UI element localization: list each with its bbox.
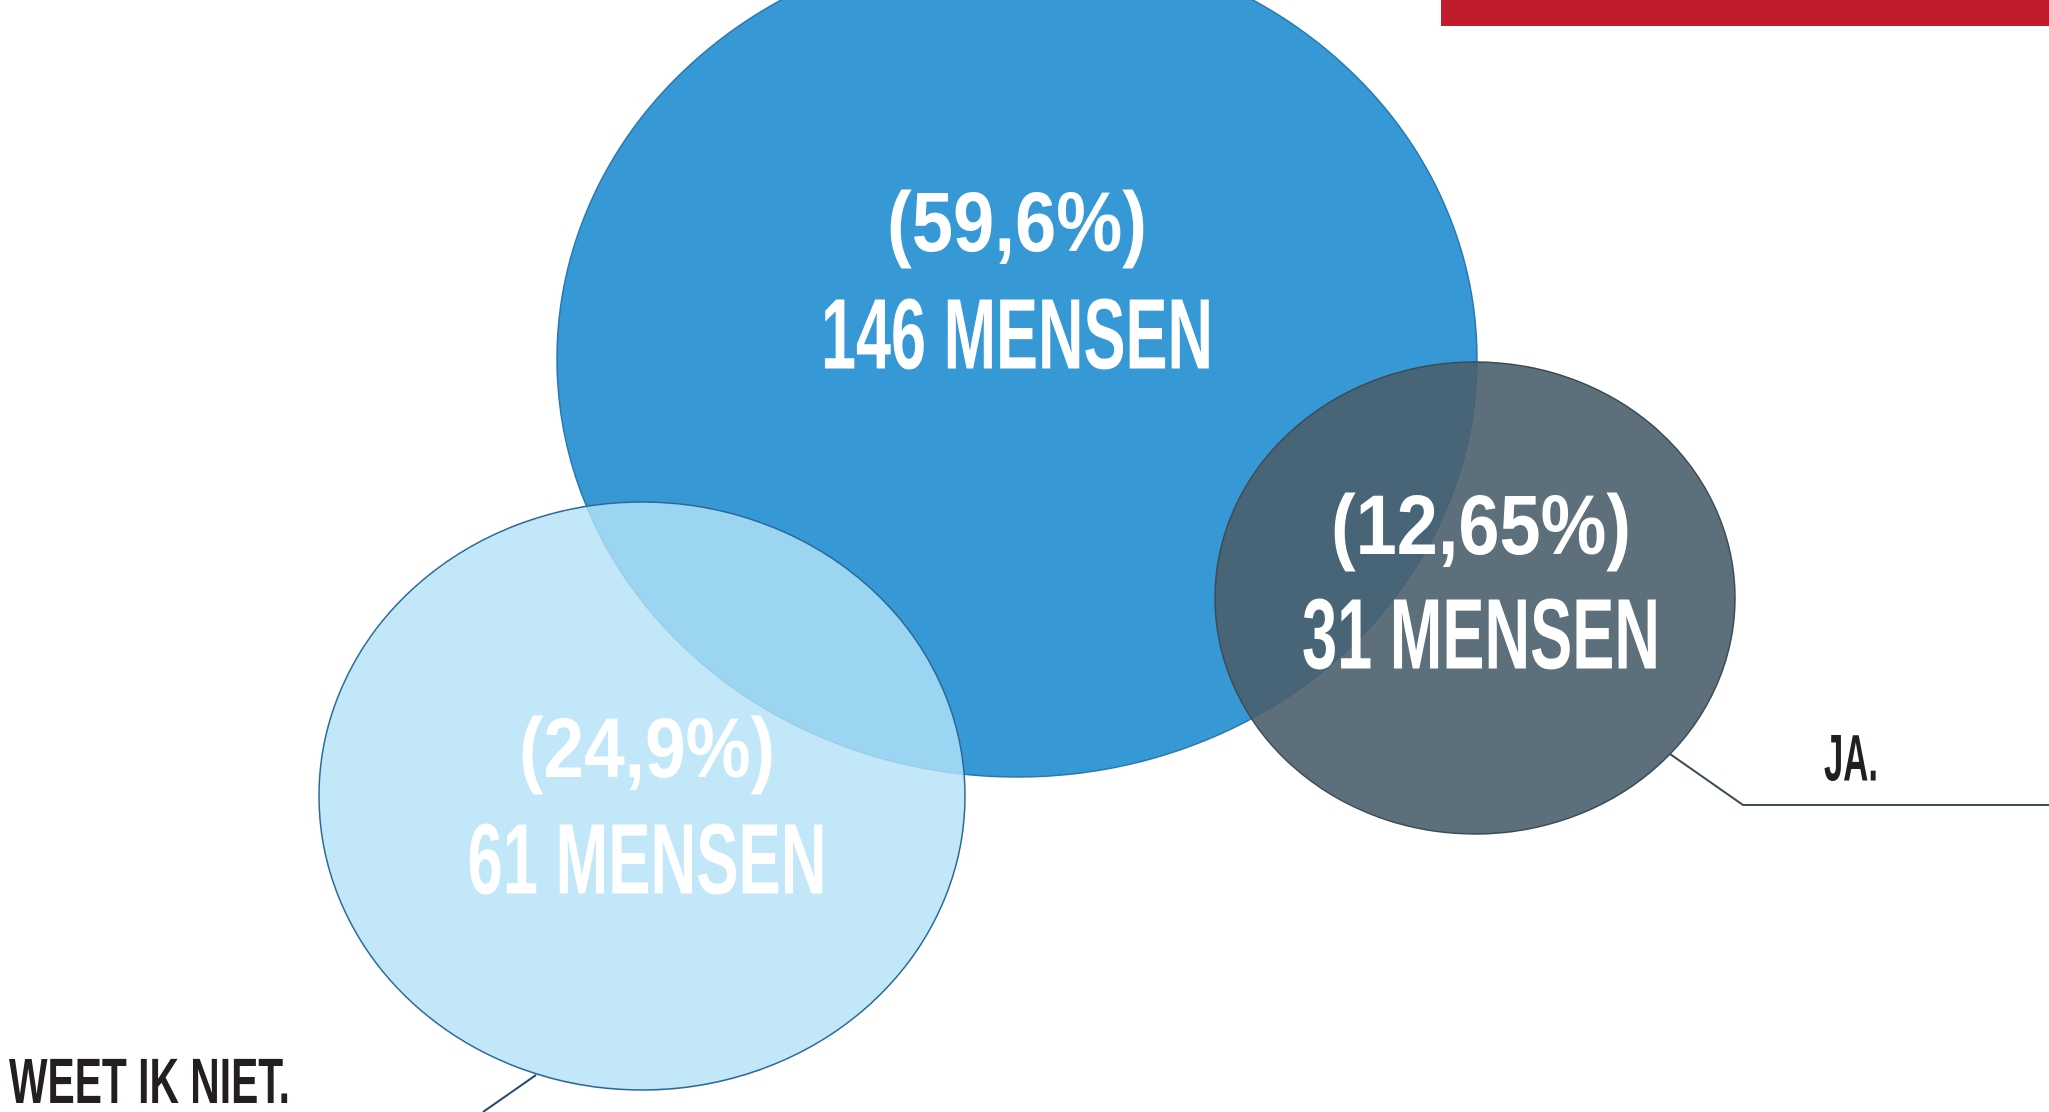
bubble-dark <box>1214 361 1736 835</box>
bubble-percent: (24,9%) <box>519 701 775 795</box>
red-bar <box>1441 0 2049 26</box>
bubble-count: 31 MENSEN <box>1302 578 1660 690</box>
answer-label: JA. <box>1824 720 1878 794</box>
answer-label: WEET IK NIET. <box>9 1045 290 1112</box>
bubble-count: 146 MENSEN <box>821 278 1213 390</box>
leader-line <box>1669 753 2049 806</box>
bubble-percent: (59,6%) <box>887 175 1147 269</box>
bubble-count: 61 MENSEN <box>468 803 827 915</box>
bubble-light <box>318 501 966 1091</box>
leader-line <box>482 1074 537 1112</box>
bubble-percent: (12,65%) <box>1331 478 1631 572</box>
